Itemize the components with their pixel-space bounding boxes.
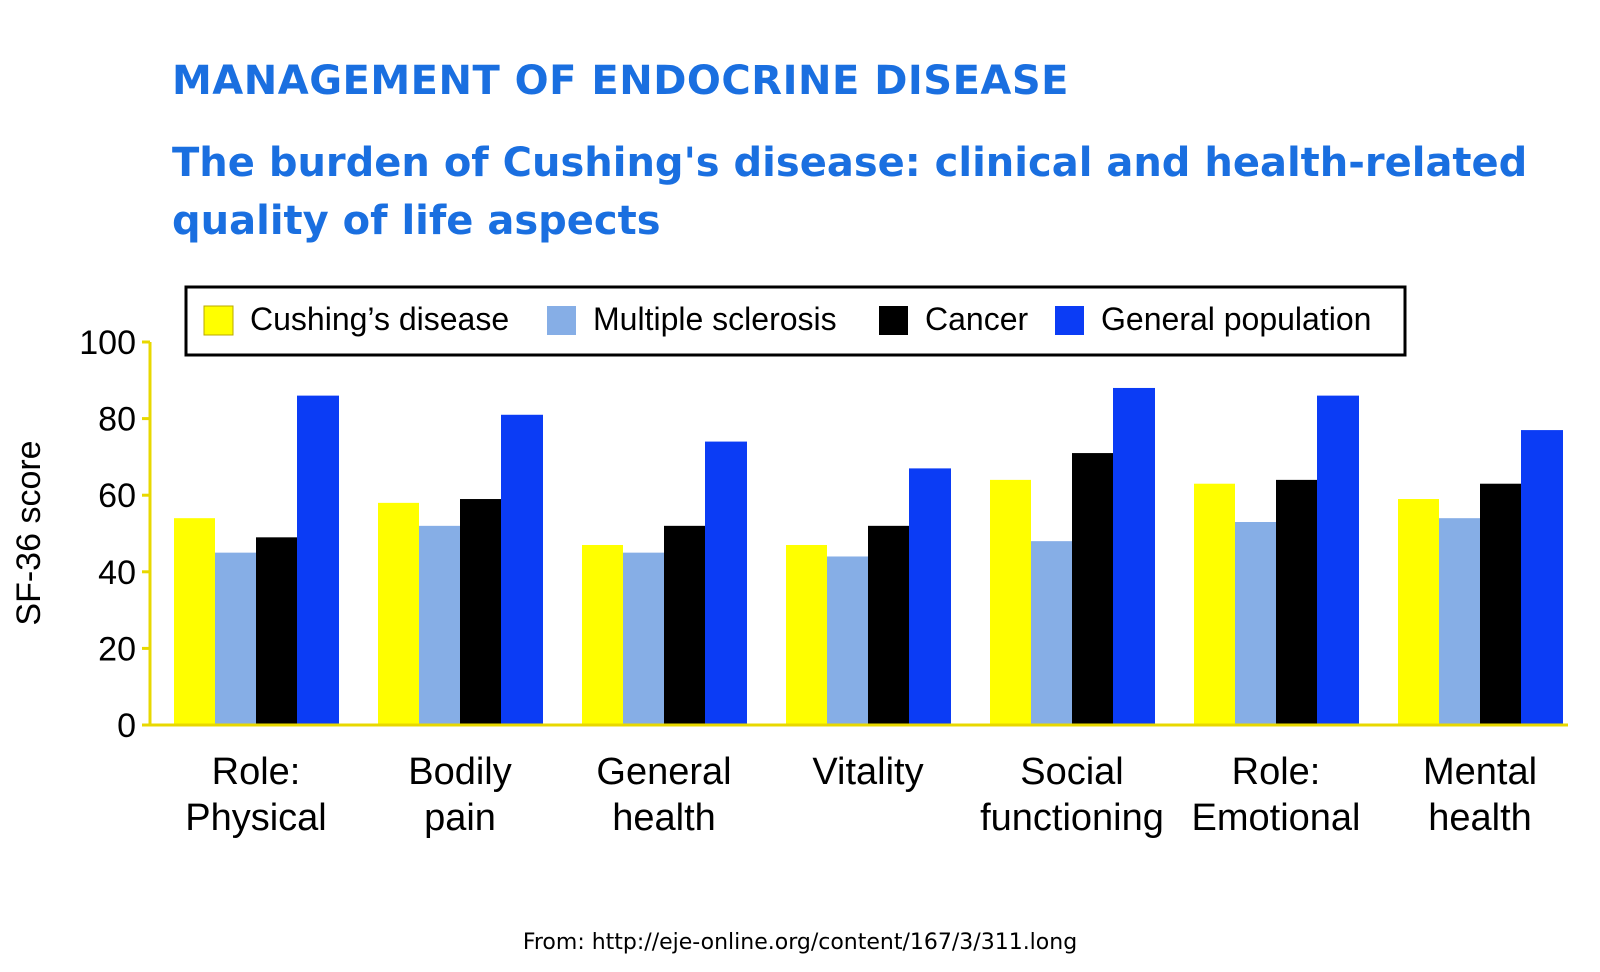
legend-swatch: [547, 306, 576, 335]
bar: [786, 544, 827, 725]
y-tick-label: 100: [79, 324, 136, 362]
bar: [378, 502, 419, 725]
bar: [419, 525, 460, 725]
legend-label: Cushing’s disease: [250, 301, 509, 337]
bar: [1439, 518, 1480, 725]
bar: [1031, 541, 1072, 725]
x-tick-label: Vitality: [812, 751, 923, 793]
bar: [705, 441, 747, 725]
bar: [1521, 430, 1563, 725]
source-citation[interactable]: From: http://eje-online.org/content/167/…: [522, 930, 1078, 955]
bar: [501, 414, 543, 725]
y-tick-label: 20: [98, 630, 136, 668]
bar: [1235, 522, 1276, 725]
bar: [215, 552, 256, 725]
bar: [623, 552, 664, 725]
bar: [297, 395, 339, 725]
bar: [1317, 395, 1359, 725]
bar: [1276, 479, 1317, 725]
y-tick-label: 60: [98, 477, 136, 515]
bar: [868, 525, 909, 725]
page-title: The burden of Cushing's disease: clinica…: [172, 140, 1528, 244]
legend-label: General population: [1101, 301, 1371, 337]
bar: [582, 544, 623, 725]
y-tick-label: 40: [98, 554, 136, 592]
y-tick-label: 0: [117, 707, 136, 745]
bar: [1480, 483, 1521, 725]
bar: [1194, 483, 1235, 725]
bar: [1398, 499, 1439, 725]
y-tick-label: 80: [98, 401, 136, 439]
legend-swatch: [1055, 306, 1084, 335]
legend-label: Cancer: [925, 301, 1029, 337]
legend-box: [184, 285, 1407, 357]
bar: [909, 468, 951, 725]
supertitle: MANAGEMENT OF ENDOCRINE DISEASE: [172, 58, 1070, 104]
bar: [1113, 387, 1155, 725]
bar-chart: 0 20 40 60 80 100 SF-36 score Role: Physical Bodi…: [10, 285, 1568, 839]
x-tick-label: Mental health: [1423, 751, 1537, 839]
x-tick-label: Role: Emotional: [1192, 751, 1361, 839]
bar: [256, 537, 297, 725]
y-axis-label: SF-36 score: [10, 440, 48, 625]
bar: [990, 479, 1031, 725]
bar: [174, 518, 215, 725]
x-tick-label: Bodily pain: [408, 751, 512, 839]
x-tick-label: Role: Physical: [185, 751, 327, 839]
legend-label: Multiple sclerosis: [593, 301, 837, 337]
bar: [1072, 453, 1113, 725]
bar: [460, 499, 501, 725]
bar: [827, 556, 868, 725]
x-tick-label: Social functioning: [980, 751, 1164, 839]
bar: [664, 525, 705, 725]
legend-swatch: [879, 306, 908, 335]
x-tick-label: General health: [596, 751, 731, 839]
legend-swatch: [203, 305, 234, 336]
